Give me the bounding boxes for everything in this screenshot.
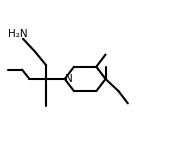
Text: N: N — [65, 74, 73, 84]
Text: H₂N: H₂N — [8, 29, 27, 39]
